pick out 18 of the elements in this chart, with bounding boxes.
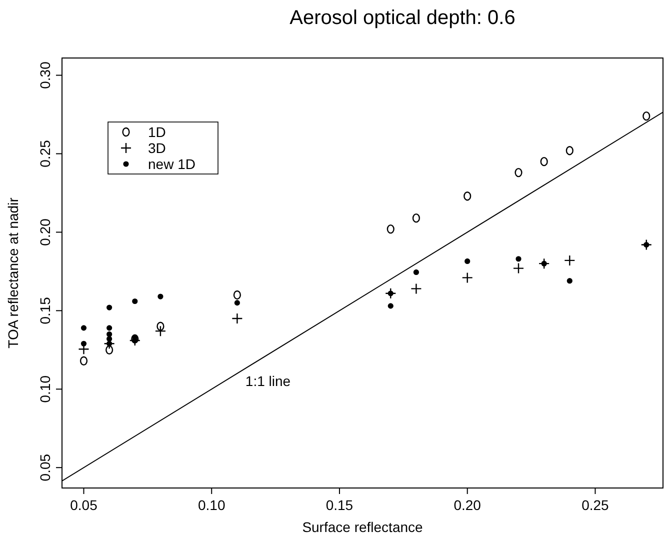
legend-label: 3D xyxy=(148,140,166,156)
x-tick-label: 0.15 xyxy=(326,497,354,513)
annotation: 1:1 line xyxy=(245,373,291,389)
x-axis-title: Surface reflectance xyxy=(302,519,424,535)
x-tick-label: 0.05 xyxy=(70,497,98,513)
y-tick-label: 0.25 xyxy=(37,140,53,168)
legend-label: new 1D xyxy=(148,156,196,172)
legend-label: 1D xyxy=(148,124,166,140)
chart-title: Aerosol optical depth: 0.6 xyxy=(290,7,516,29)
y-tick-label: 0.10 xyxy=(37,375,53,403)
x-tick-label: 0.25 xyxy=(582,497,610,513)
y-tick-label: 0.05 xyxy=(37,454,53,482)
y-axis-title: TOA reflectance at nadir xyxy=(5,197,21,348)
y-tick-label: 0.20 xyxy=(37,218,53,246)
y-tick-label: 0.30 xyxy=(37,61,53,89)
x-tick-label: 0.10 xyxy=(198,497,226,513)
y-tick-label: 0.15 xyxy=(37,296,53,324)
x-tick-label: 0.20 xyxy=(454,497,482,513)
